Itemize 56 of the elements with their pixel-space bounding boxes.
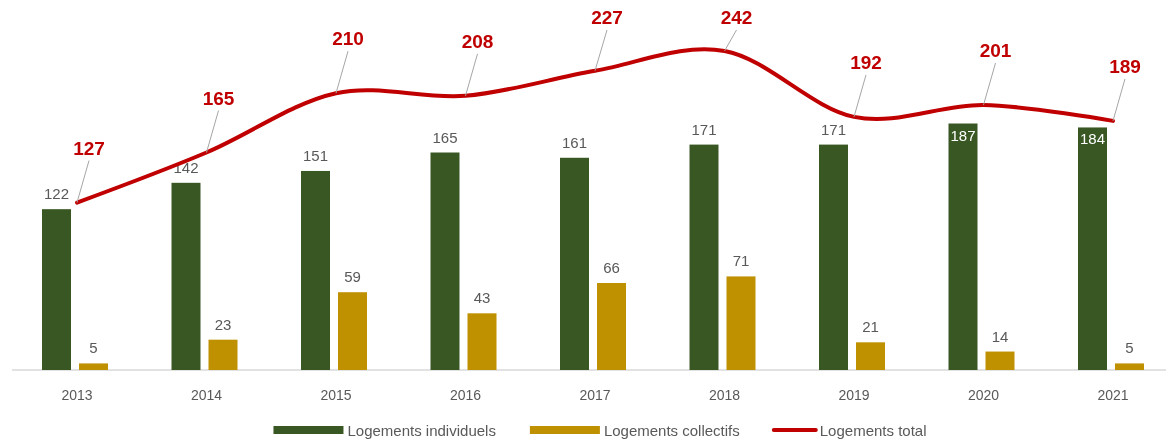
- bar: [948, 123, 978, 370]
- data-label: 192: [850, 51, 882, 73]
- x-tick-label: 2021: [1097, 387, 1129, 403]
- bar: [467, 313, 497, 370]
- data-label: 171: [820, 120, 847, 138]
- bar: [856, 342, 885, 370]
- data-label: 161: [561, 133, 588, 151]
- data-label: 71: [732, 252, 750, 270]
- x-tick-label: 2018: [708, 387, 741, 403]
- bar: [1078, 127, 1107, 370]
- bar: [1115, 363, 1144, 370]
- data-label: 151: [302, 146, 329, 164]
- bar: [42, 209, 71, 370]
- data-label: 210: [332, 28, 364, 50]
- x-tick-label: 2019: [838, 387, 870, 403]
- data-label: 227: [591, 7, 623, 28]
- x-tick-label: 2015: [320, 387, 352, 403]
- legend-label: Logements total: [819, 421, 927, 439]
- bar: [208, 339, 238, 370]
- bar: [338, 292, 367, 370]
- bar: [985, 351, 1015, 370]
- data-label: 184: [1079, 130, 1106, 148]
- legend-label: Logements collectifs: [603, 421, 740, 439]
- data-label: 122: [43, 185, 70, 203]
- data-label: 201: [979, 40, 1012, 62]
- data-label: 43: [473, 289, 491, 307]
- data-label: 5: [89, 339, 98, 357]
- data-label: 165: [202, 87, 235, 109]
- x-tick-label: 2017: [579, 387, 611, 403]
- data-label: 21: [862, 318, 879, 336]
- data-label: 208: [461, 30, 494, 52]
- data-label: 242: [720, 7, 753, 28]
- bar: [689, 144, 719, 370]
- bar: [726, 276, 756, 370]
- bar: [171, 182, 201, 370]
- data-label: 66: [603, 259, 620, 276]
- x-tick-label: 2013: [61, 387, 93, 403]
- x-tick-label: 2014: [190, 387, 223, 403]
- data-label: 189: [1109, 55, 1141, 77]
- bar: [79, 363, 108, 370]
- data-label: 14: [991, 327, 1009, 345]
- data-label: 187: [950, 126, 976, 144]
- data-label: 5: [1125, 339, 1134, 357]
- bar: [430, 152, 460, 370]
- data-label: 59: [344, 268, 361, 286]
- data-label: 171: [691, 120, 717, 138]
- bar: [301, 170, 330, 370]
- data-label: 127: [73, 137, 105, 159]
- data-label: 165: [432, 128, 458, 146]
- bar: [560, 157, 589, 370]
- data-label: 23: [214, 315, 232, 333]
- x-tick-label: 2016: [449, 387, 482, 403]
- x-tick-label: 2020: [967, 387, 1000, 403]
- legend-label: Logements individuels: [347, 421, 496, 439]
- bar: [819, 144, 848, 370]
- bar: [597, 283, 626, 370]
